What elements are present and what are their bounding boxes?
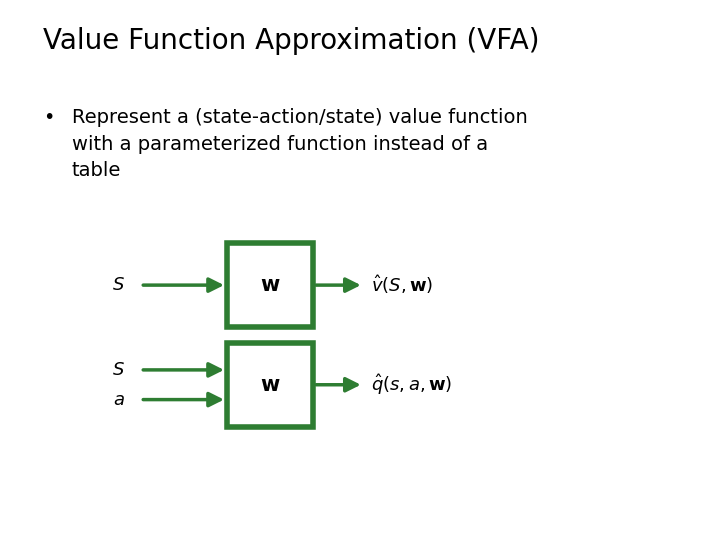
Text: Represent a (state-action/state) value function
with a parameterized function in: Represent a (state-action/state) value f… (72, 108, 528, 180)
Text: $\mathbf{w}$: $\mathbf{w}$ (260, 375, 280, 395)
Bar (227, 243, 313, 327)
Bar (227, 343, 313, 427)
Text: $S$: $S$ (112, 276, 125, 294)
Text: •: • (43, 108, 55, 127)
Text: $\hat{q}(s, a, \mathbf{w})$: $\hat{q}(s, a, \mathbf{w})$ (371, 373, 452, 397)
Text: $S$: $S$ (112, 361, 125, 379)
Text: $\hat{v}(S, \mathbf{w})$: $\hat{v}(S, \mathbf{w})$ (371, 274, 433, 296)
Text: $\mathbf{w}$: $\mathbf{w}$ (260, 275, 280, 295)
Text: $a$: $a$ (113, 390, 125, 409)
Text: Value Function Approximation (VFA): Value Function Approximation (VFA) (43, 27, 540, 55)
